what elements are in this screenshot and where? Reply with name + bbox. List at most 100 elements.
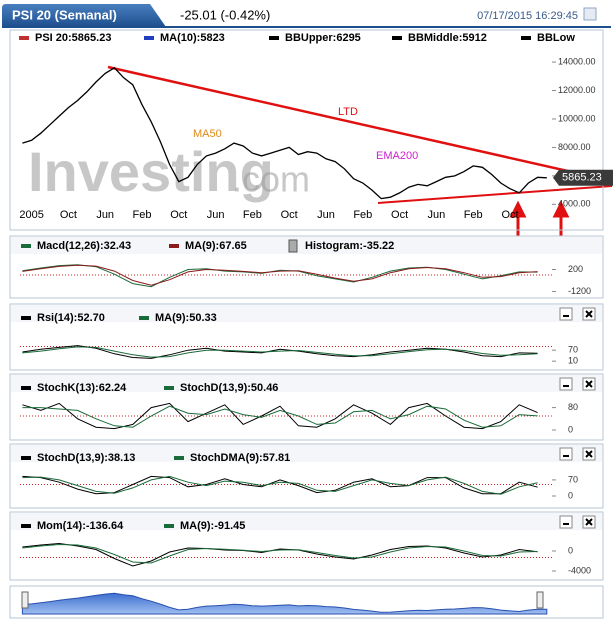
panel [9,373,604,441]
annotation: MA50 [193,128,222,140]
y-tick-label: 80 [568,402,578,412]
y-tick-label: 70 [568,345,578,355]
legend-swatch [21,316,31,320]
annotation: LTD [338,106,358,118]
x-tick-label: Oct [281,209,298,221]
legend-swatch [21,456,31,460]
navigator-area [21,592,548,615]
panel [9,29,604,231]
price-tag [553,169,613,186]
panel [9,303,604,371]
legend-swatch [144,36,154,40]
x-tick-label: 2005 [19,209,43,221]
navigator-handle[interactable] [536,591,544,609]
legend-swatch [174,456,184,460]
price-tag-label: 5865.23 [562,172,602,184]
legend-label: BBLow [537,32,575,44]
minimize-button[interactable] [559,307,573,321]
x-tick-label: Jun [96,209,114,221]
trend-line [107,65,613,183]
series-line [22,264,538,288]
y-tick-label: 200 [568,264,583,274]
series-line [22,346,538,358]
legend-swatch [521,36,531,40]
close-icon [585,380,593,388]
x-tick-label: Jun [428,209,446,221]
series-line [22,542,538,567]
legend-swatch [392,36,402,40]
x-tick-label: Jun [317,209,335,221]
legend-label: BBMiddle:5912 [408,32,487,44]
timestamp: 07/17/2015 16:29:45 [477,10,578,22]
x-tick-label: Oct [501,209,518,221]
x-tick-label: Feb [464,209,483,221]
x-tick-label: Feb [133,209,152,221]
x-tick-label: Jun [207,209,225,221]
legend-label: PSI 20:5865.23 [35,32,111,44]
change: -25.01 (-0.42%) [180,7,270,22]
y-tick-label: 10 [568,356,578,366]
legend-bar [11,375,602,392]
close-icon [585,310,593,318]
legend-bar [11,237,602,254]
series-line [22,66,547,200]
legend-label: BBUpper:6295 [285,32,361,44]
legend-swatch [139,316,149,320]
legend-bar [11,445,602,462]
legend-swatch [21,524,31,528]
y-tick-label: 8000.00 [558,142,591,152]
series-line [22,402,538,430]
annotation: EMA200 [376,150,418,162]
legend-label: StochDMA(9):57.81 [190,452,290,464]
panel [9,235,604,299]
x-tick-label: Feb [353,209,372,221]
y-tick-label: 4000.00 [558,199,591,209]
legend-label: MA(9):67.65 [185,240,247,252]
minimize-button[interactable] [559,515,573,529]
y-tick-label: 14000.00 [558,56,596,66]
legend-label: StochK(13):62.24 [37,382,127,394]
legend-swatch [269,36,279,40]
legend-swatch [164,524,174,528]
x-tick-label: Oct [391,209,408,221]
series-line [22,264,538,286]
legend-swatch [19,36,29,40]
legend-label: MA(10):5823 [160,32,225,44]
x-tick-label: Feb [243,209,262,221]
x-tick-label: Oct [170,209,187,221]
title: PSI 20 (Semanal) [12,7,117,22]
panel [9,443,604,509]
y-tick-label: -1200 [568,286,591,296]
legend-label: Macd(12,26):32.43 [37,240,131,252]
y-tick-label: 70 [568,474,578,484]
y-tick-label: 0 [568,424,573,434]
refresh-button[interactable] [583,7,597,21]
minimize-button[interactable] [559,447,573,461]
watermark: Investing [28,140,274,203]
watermark-suffix: .com [232,159,310,200]
minimize-button[interactable] [559,377,573,391]
y-tick-label: -4000 [568,565,591,575]
legend-label: MA(9):50.33 [155,312,217,324]
legend-label: Mom(14):-136.64 [37,520,124,532]
y-tick-label: 12000.00 [558,85,596,95]
legend-swatch [288,239,298,253]
legend-label: Histogram:-35.22 [305,240,394,252]
legend-label: Rsi(14):52.70 [37,312,105,324]
x-tick-label: Oct [60,209,77,221]
arrows [509,200,570,236]
legend-label: StochD(13,9):50.46 [180,382,278,394]
y-tick-label: 0 [568,545,573,555]
legend-swatch [169,244,179,248]
legend-label: StochD(13,9):38.13 [37,452,135,464]
title-tab [2,4,166,27]
legend-label: MA(9):-91.45 [180,520,245,532]
legend-swatch [164,386,174,390]
series-line [22,405,538,428]
y-tick-label: 0 [568,490,573,500]
navigator-handle[interactable] [21,591,29,609]
close-icon [585,450,593,458]
panel [9,511,604,581]
legend-swatch [21,386,31,390]
